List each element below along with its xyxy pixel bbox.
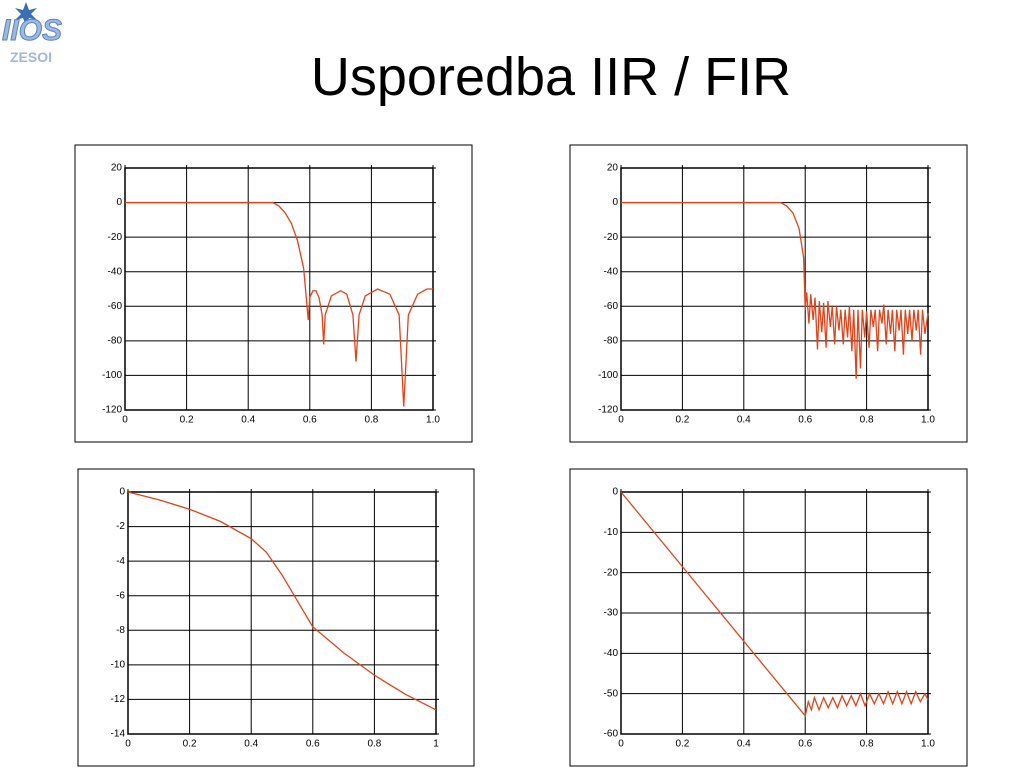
panel-frame	[569, 468, 968, 767]
y-tick-label: -8	[116, 625, 125, 636]
y-tick-label: 0	[612, 487, 618, 498]
x-tick-label: 0.8	[860, 415, 874, 426]
data-line	[127, 491, 437, 711]
x-tick-label: 0.4	[244, 739, 258, 750]
y-tick-label: 0	[612, 197, 618, 208]
x-tick-label: 0.2	[675, 739, 689, 750]
x-tick-label: 0.6	[303, 415, 317, 426]
y-tick-label: -100	[102, 370, 122, 381]
x-tick-label: 0.8	[860, 739, 874, 750]
x-tick-label: 0.6	[798, 415, 812, 426]
y-tick-label: -4	[116, 556, 125, 567]
x-tick-label: 0.2	[180, 415, 194, 426]
x-tick-label: 0.6	[306, 739, 320, 750]
y-tick-label: -80	[108, 335, 123, 346]
y-tick-label: 20	[111, 163, 123, 174]
y-tick-label: -80	[604, 335, 619, 346]
logo-star	[15, 2, 37, 26]
x-tick-label: 0	[618, 415, 624, 426]
panel-frame	[569, 144, 968, 443]
y-tick-label: -60	[604, 729, 619, 740]
chart-panel: -120 -100 -80 -60 -40 -20 0 20 0 0.2 0.4 0.6 0.8 1.0	[74, 144, 473, 443]
chart-panel: -120 -100 -80 -60 -40 -20 0 20 0 0.2 0.4 0.6 0.8 1.0	[569, 144, 968, 443]
y-tick-label: -40	[604, 266, 619, 277]
y-tick-label: -100	[598, 370, 618, 381]
y-tick-label: -50	[604, 688, 619, 699]
y-tick-label: -40	[604, 648, 619, 659]
y-tick-label: -60	[604, 301, 619, 312]
x-tick-label: 1.0	[426, 415, 440, 426]
x-tick-label: 0.2	[183, 739, 197, 750]
y-tick-label: -10	[111, 659, 126, 670]
x-tick-label: 1	[433, 739, 439, 750]
x-tick-label: 0	[122, 415, 128, 426]
panel-frame	[74, 144, 473, 443]
x-tick-label: 1.0	[921, 739, 935, 750]
x-tick-label: 0	[125, 739, 131, 750]
plot-frame	[620, 167, 929, 411]
y-tick-label: -12	[111, 694, 126, 705]
logo-name: ZESOI	[10, 49, 52, 65]
y-tick-label: -14	[111, 729, 126, 740]
logo: IIOS ZESOI	[1, 2, 63, 65]
y-tick-label: -6	[116, 590, 125, 601]
y-tick-label: 20	[607, 163, 619, 174]
x-tick-label: 0.2	[675, 415, 689, 426]
plot-frame	[127, 491, 437, 735]
data-line	[620, 491, 929, 718]
y-tick-label: -40	[108, 266, 123, 277]
y-tick-label: -30	[604, 608, 619, 619]
y-tick-label: 0	[119, 487, 125, 498]
y-tick-label: -120	[102, 405, 122, 416]
y-tick-label: -2	[116, 521, 125, 532]
data-line	[621, 201, 929, 379]
x-tick-label: 0.4	[241, 415, 255, 426]
slide-title: Usporedba IIR / FIR	[311, 47, 791, 107]
x-tick-label: 0.4	[737, 739, 751, 750]
y-tick-label: -20	[108, 232, 123, 243]
y-tick-label: 0	[116, 197, 122, 208]
x-tick-label: 0.4	[737, 415, 751, 426]
y-tick-label: -20	[604, 232, 619, 243]
y-tick-label: -20	[604, 567, 619, 578]
x-tick-label: 0.8	[364, 415, 378, 426]
y-tick-label: -120	[598, 405, 618, 416]
y-tick-label: -60	[108, 301, 123, 312]
x-tick-label: 1.0	[921, 415, 935, 426]
x-tick-label: 0.8	[367, 739, 381, 750]
data-line	[125, 201, 433, 407]
chart-panel: -60 -50 -40 -30 -20 -10 0 0 0.2 0.4 0.6 0.8 1.0	[569, 468, 968, 767]
panel-frame	[77, 468, 475, 767]
x-tick-label: 0.6	[798, 739, 812, 750]
x-tick-label: 0	[618, 739, 624, 750]
chart-panel: -14 -12 -10 -8 -6 -4 -2 0 0 0.2 0.4 0.6 0.8 1	[77, 468, 475, 767]
y-tick-label: -10	[604, 527, 619, 538]
logo-mark: IIOS	[2, 14, 62, 47]
plot-frame	[620, 491, 929, 735]
